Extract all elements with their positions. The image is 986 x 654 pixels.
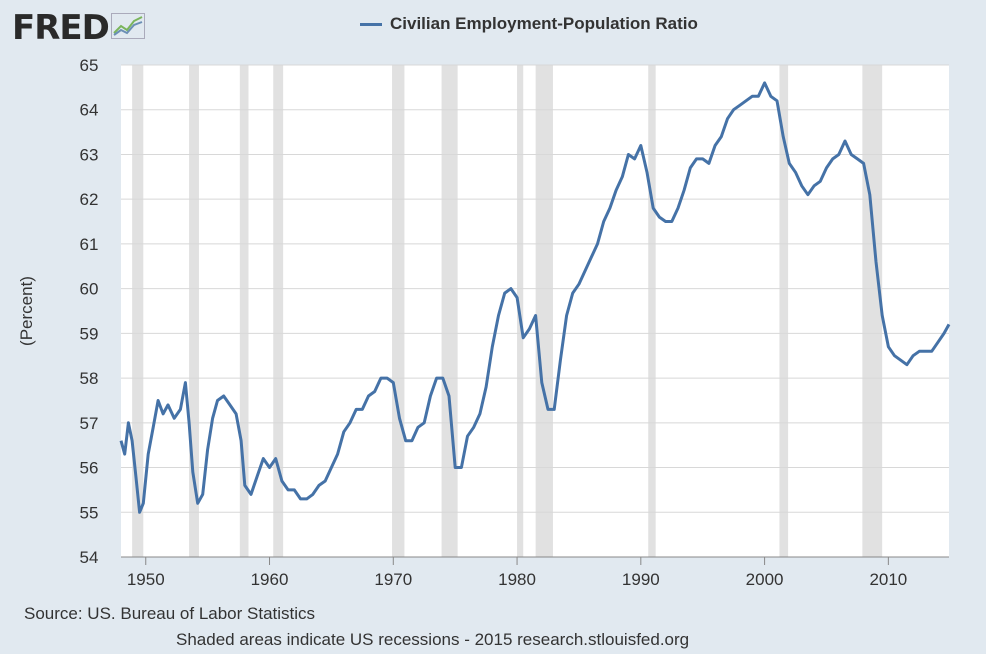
recession-band-5 xyxy=(441,65,458,557)
y-tick-label-65: 65 xyxy=(80,56,99,75)
x-tick-label-1950: 1950 xyxy=(127,570,165,589)
y-tick-label-57: 57 xyxy=(80,414,99,433)
source-text: Source: US. Bureau of Labor Statistics xyxy=(24,604,316,623)
legend-swatch xyxy=(360,22,382,26)
recession-band-9 xyxy=(779,65,789,557)
recession-band-8 xyxy=(648,65,656,557)
y-tick-label-56: 56 xyxy=(80,459,99,478)
y-tick-label-61: 61 xyxy=(80,235,99,254)
series-line xyxy=(119,81,951,514)
y-tick-label-59: 59 xyxy=(80,324,99,343)
recession-band-2 xyxy=(239,65,249,557)
y-axis-label: (Percent) xyxy=(17,276,36,346)
y-axis-ticks: 54 55 56 57 58 59 60 61 62 63 64 65 xyxy=(80,56,99,567)
x-tick-label-1980: 1980 xyxy=(498,570,536,589)
y-tick-label-60: 60 xyxy=(80,280,99,299)
recession-band-4 xyxy=(392,65,405,557)
y-tick-label-64: 64 xyxy=(80,101,99,120)
recession-band-7 xyxy=(535,65,553,557)
y-tick-label-58: 58 xyxy=(80,369,99,388)
recession-band-1 xyxy=(189,65,199,557)
x-tick-label-1960: 1960 xyxy=(251,570,289,589)
recession-note: Shaded areas indicate US recessions - 20… xyxy=(176,630,690,649)
chart-logo-icon xyxy=(110,12,145,44)
y-tick-label-62: 62 xyxy=(80,190,99,209)
y-tick-label-55: 55 xyxy=(80,503,99,522)
x-tick-label-2000: 2000 xyxy=(746,570,784,589)
chart-legend: Civilian Employment-Population Ratio xyxy=(360,14,698,34)
x-tick-label-1970: 1970 xyxy=(374,570,412,589)
x-tick-label-1990: 1990 xyxy=(622,570,660,589)
logo-text: FRED xyxy=(12,8,110,48)
recession-band-10 xyxy=(862,65,883,557)
x-tick-label-2010: 2010 xyxy=(869,570,907,589)
recession-band-3 xyxy=(273,65,284,557)
recession-bands xyxy=(132,65,883,557)
recession-band-0 xyxy=(132,65,144,557)
fred-logo: FRED xyxy=(12,8,145,48)
legend-label: Civilian Employment-Population Ratio xyxy=(390,14,698,33)
y-tick-label-54: 54 xyxy=(80,548,99,567)
x-axis-ticks: 1950 1960 1970 1980 1990 2000 2010 xyxy=(127,557,907,589)
y-tick-label-63: 63 xyxy=(80,145,99,164)
